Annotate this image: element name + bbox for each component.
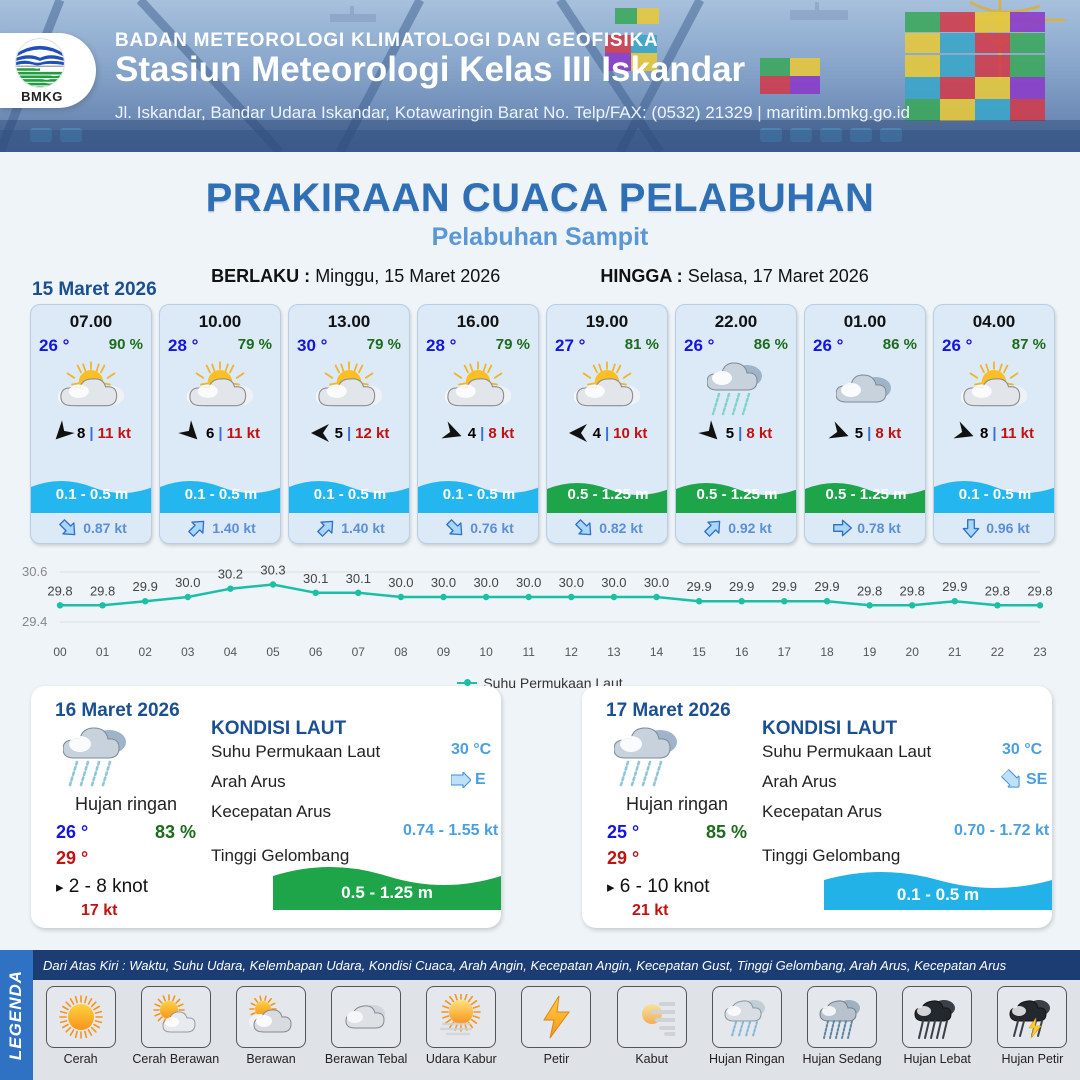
svg-text:29.8: 29.8 bbox=[985, 583, 1010, 598]
svg-text:22: 22 bbox=[991, 645, 1005, 659]
svg-text:21: 21 bbox=[948, 645, 962, 659]
svg-text:10: 10 bbox=[479, 645, 493, 659]
svg-text:29.8: 29.8 bbox=[900, 583, 925, 598]
svg-text:30.0: 30.0 bbox=[644, 575, 669, 590]
svg-text:29.9: 29.9 bbox=[729, 579, 754, 594]
svg-text:30.0: 30.0 bbox=[516, 575, 541, 590]
svg-text:30.6: 30.6 bbox=[22, 564, 47, 579]
svg-text:29.9: 29.9 bbox=[133, 579, 158, 594]
svg-text:29.8: 29.8 bbox=[857, 583, 882, 598]
svg-text:03: 03 bbox=[181, 645, 195, 659]
svg-text:30.0: 30.0 bbox=[601, 575, 626, 590]
svg-text:02: 02 bbox=[139, 645, 153, 659]
svg-text:20: 20 bbox=[906, 645, 920, 659]
svg-text:00: 00 bbox=[53, 645, 67, 659]
svg-text:29.4: 29.4 bbox=[22, 614, 47, 629]
svg-text:29.9: 29.9 bbox=[814, 579, 839, 594]
svg-text:06: 06 bbox=[309, 645, 323, 659]
svg-text:15: 15 bbox=[692, 645, 706, 659]
svg-text:18: 18 bbox=[820, 645, 834, 659]
svg-text:0.1 - 0.5 m: 0.1 - 0.5 m bbox=[897, 885, 979, 904]
svg-text:30.3: 30.3 bbox=[260, 563, 285, 578]
svg-text:23: 23 bbox=[1033, 645, 1047, 659]
svg-text:29.9: 29.9 bbox=[942, 579, 967, 594]
svg-text:09: 09 bbox=[437, 645, 451, 659]
svg-text:29.8: 29.8 bbox=[1027, 583, 1052, 598]
svg-text:0.5 - 1.25 m: 0.5 - 1.25 m bbox=[341, 883, 433, 902]
svg-text:30.0: 30.0 bbox=[473, 575, 498, 590]
svg-text:07: 07 bbox=[352, 645, 366, 659]
svg-text:30.1: 30.1 bbox=[303, 571, 328, 586]
svg-text:13: 13 bbox=[607, 645, 621, 659]
svg-text:04: 04 bbox=[224, 645, 238, 659]
svg-text:12: 12 bbox=[565, 645, 579, 659]
svg-text:29.8: 29.8 bbox=[90, 583, 115, 598]
svg-text:17: 17 bbox=[778, 645, 792, 659]
svg-text:01: 01 bbox=[96, 645, 110, 659]
svg-text:30.0: 30.0 bbox=[431, 575, 456, 590]
svg-text:29.9: 29.9 bbox=[686, 579, 711, 594]
svg-text:30.0: 30.0 bbox=[388, 575, 413, 590]
svg-text:30.0: 30.0 bbox=[175, 575, 200, 590]
svg-text:29.8: 29.8 bbox=[47, 583, 72, 598]
svg-text:29.9: 29.9 bbox=[772, 579, 797, 594]
svg-text:11: 11 bbox=[522, 645, 535, 659]
svg-text:19: 19 bbox=[863, 645, 877, 659]
svg-text:30.1: 30.1 bbox=[346, 571, 371, 586]
svg-text:30.2: 30.2 bbox=[218, 567, 243, 582]
svg-text:14: 14 bbox=[650, 645, 664, 659]
svg-text:05: 05 bbox=[266, 645, 280, 659]
svg-text:08: 08 bbox=[394, 645, 408, 659]
svg-text:16: 16 bbox=[735, 645, 749, 659]
svg-text:30.0: 30.0 bbox=[559, 575, 584, 590]
